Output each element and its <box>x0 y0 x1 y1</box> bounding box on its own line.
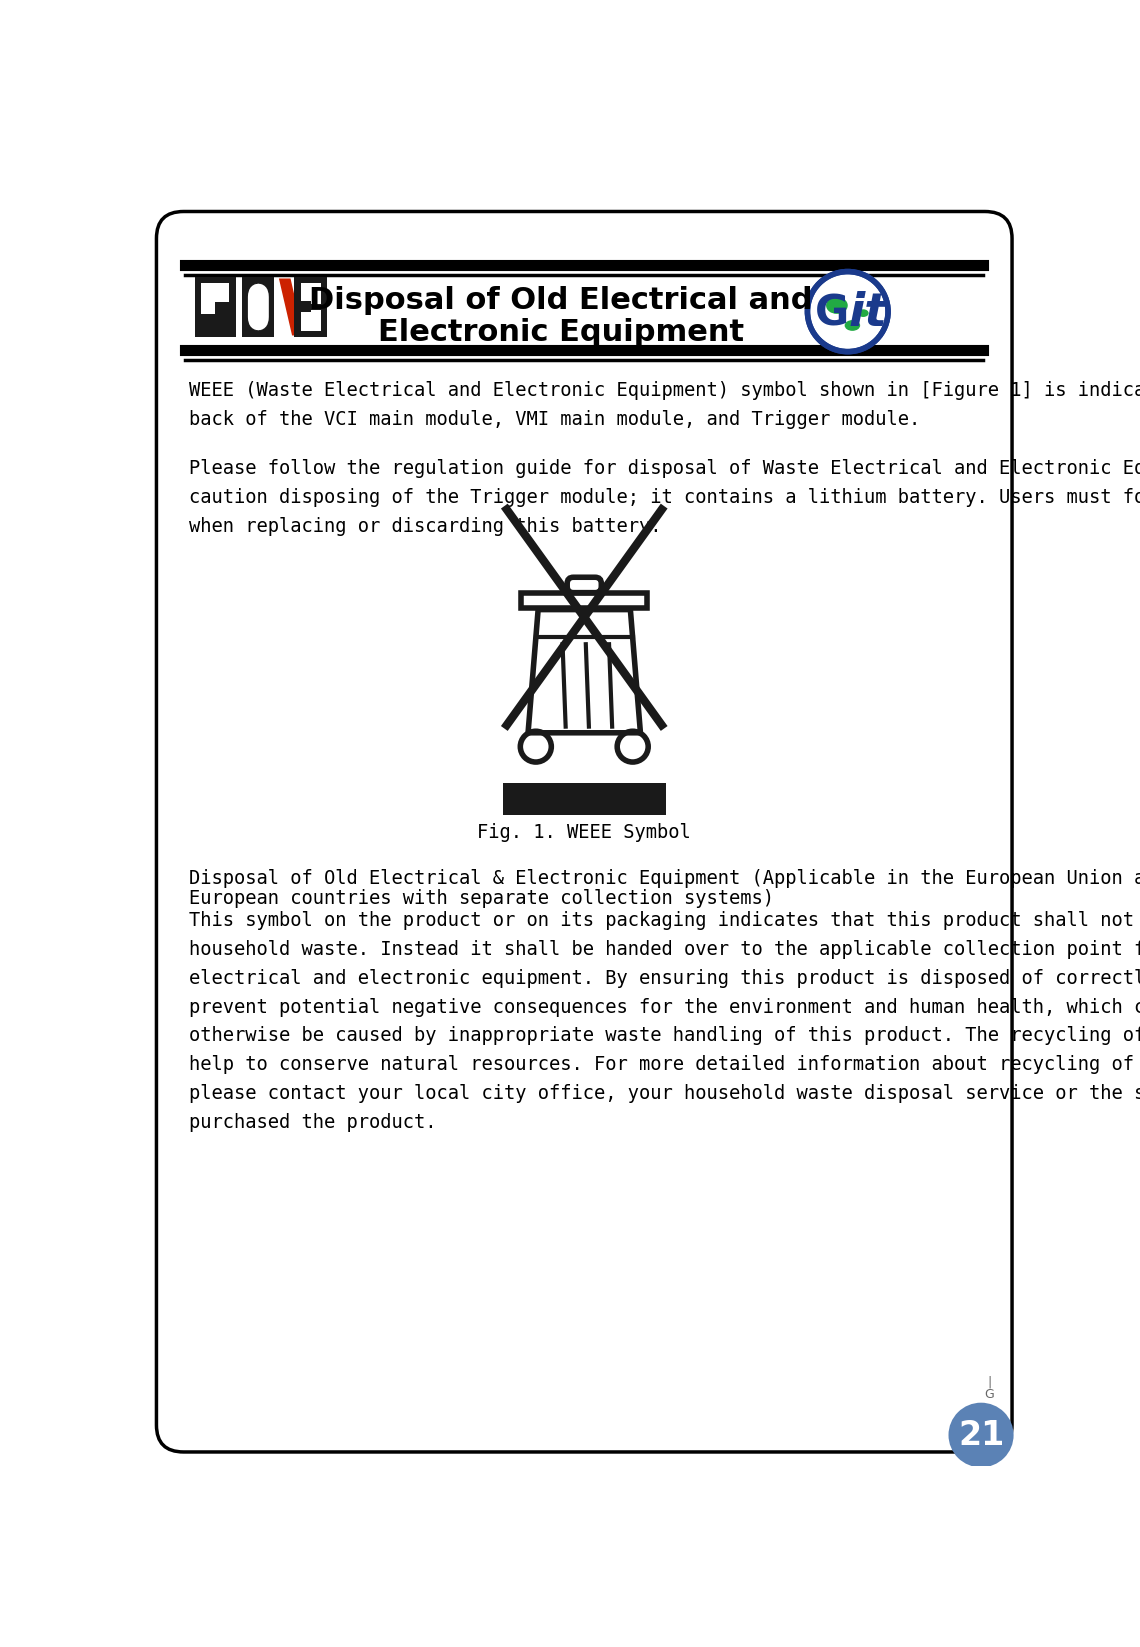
Text: G: G <box>815 292 849 334</box>
Text: Fig. 1. WEEE Symbol: Fig. 1. WEEE Symbol <box>478 824 691 842</box>
FancyBboxPatch shape <box>202 283 229 315</box>
FancyBboxPatch shape <box>294 277 327 338</box>
Text: G: G <box>985 1388 994 1402</box>
Circle shape <box>807 272 888 352</box>
Text: European countries with separate collection systems): European countries with separate collect… <box>189 889 774 907</box>
Ellipse shape <box>857 310 869 316</box>
Polygon shape <box>279 278 303 336</box>
FancyBboxPatch shape <box>156 211 1012 1453</box>
FancyBboxPatch shape <box>242 277 275 338</box>
Text: |: | <box>987 1375 992 1388</box>
FancyBboxPatch shape <box>195 277 236 338</box>
Text: Disposal of Old Electrical and: Disposal of Old Electrical and <box>309 285 813 315</box>
Text: Electronic Equipment: Electronic Equipment <box>378 318 744 348</box>
FancyBboxPatch shape <box>301 310 320 331</box>
FancyBboxPatch shape <box>214 301 236 315</box>
FancyBboxPatch shape <box>247 283 269 331</box>
FancyBboxPatch shape <box>503 782 666 815</box>
Circle shape <box>948 1403 1013 1467</box>
FancyBboxPatch shape <box>301 283 320 305</box>
Text: 21: 21 <box>958 1418 1004 1451</box>
FancyBboxPatch shape <box>301 301 311 313</box>
Ellipse shape <box>845 320 861 331</box>
Ellipse shape <box>826 296 848 315</box>
Text: it: it <box>848 290 887 336</box>
Text: This symbol on the product or on its packaging indicates that this product shall: This symbol on the product or on its pac… <box>189 911 1140 1131</box>
Text: Please follow the regulation guide for disposal of Waste Electrical and Electron: Please follow the regulation guide for d… <box>189 460 1140 535</box>
Text: WEEE (Waste Electrical and Electronic Equipment) symbol shown in [Figure 1] is i: WEEE (Waste Electrical and Electronic Eq… <box>189 380 1140 428</box>
Text: Disposal of Old Electrical & Electronic Equipment (Applicable in the European Un: Disposal of Old Electrical & Electronic … <box>189 870 1140 888</box>
